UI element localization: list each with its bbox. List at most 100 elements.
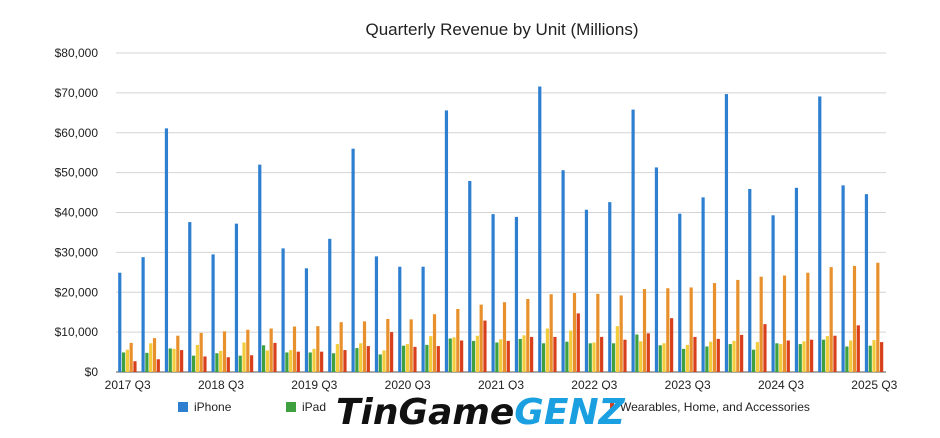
bar-services — [619, 295, 623, 372]
bar-mac — [825, 336, 829, 372]
bar-iphone — [258, 164, 262, 372]
bar-ipad — [775, 343, 779, 372]
bar-iphone — [374, 256, 379, 372]
x-tick-label: 2022 Q3 — [571, 378, 617, 392]
y-tick-label: $40,000 — [55, 206, 99, 220]
bar-wearables-home-and-accessories — [763, 324, 767, 372]
bar-iphone — [514, 216, 519, 372]
bar-iphone — [864, 194, 869, 372]
x-tick-label: 2020 Q3 — [385, 378, 431, 392]
bar-iphone — [841, 185, 845, 372]
bar-wearables-home-and-accessories — [740, 334, 744, 372]
bar-services — [689, 287, 693, 372]
bar-ipad — [285, 352, 289, 372]
bar-ipad — [215, 353, 219, 372]
bar-wearables-home-and-accessories — [670, 318, 674, 372]
bar-ipad — [331, 353, 336, 372]
bar-wearables-home-and-accessories — [250, 355, 254, 372]
bar-iphone — [538, 86, 542, 372]
bar-ipad — [518, 338, 522, 372]
bar-ipad — [308, 352, 312, 372]
bar-mac — [335, 344, 339, 372]
bar-services — [759, 276, 763, 372]
bar-services — [199, 332, 203, 372]
bar-iphone — [328, 238, 332, 372]
bar-services — [362, 321, 367, 372]
bar-services — [432, 314, 437, 372]
bar-iphone — [444, 110, 449, 373]
bar-wearables-home-and-accessories — [273, 342, 277, 372]
bar-services — [479, 304, 483, 372]
y-tick-label: $60,000 — [55, 126, 99, 140]
bar-ipad — [471, 340, 476, 372]
bar-wearables-home-and-accessories — [156, 359, 160, 372]
bar-wearables-home-and-accessories — [320, 351, 324, 372]
x-tick-label: 2023 Q3 — [665, 378, 711, 392]
bar-wearables-home-and-accessories — [646, 333, 650, 372]
bar-mac — [289, 350, 293, 372]
watermark-text-a: TinGame — [336, 392, 514, 433]
x-tick-label: 2025 Q3 — [851, 378, 897, 392]
bar-iphone — [631, 109, 635, 373]
bar-mac — [685, 344, 689, 372]
bar-mac — [125, 349, 129, 372]
bar-ipad — [588, 343, 592, 372]
bar-wearables-home-and-accessories — [810, 339, 814, 372]
x-axis-ticks: 2017 Q3 2018 Q3 2019 Q3 2020 Q3 2021 Q3 2022 … — [105, 378, 898, 392]
bar-iphone — [398, 266, 402, 372]
bar-services — [269, 328, 273, 372]
bar-ipad — [728, 344, 732, 372]
bar-iphone — [561, 170, 565, 372]
bar-iphone — [234, 223, 239, 372]
bar-services — [549, 294, 553, 372]
bar-iphone — [724, 94, 729, 372]
bar-mac — [662, 343, 666, 372]
bar-iphone — [701, 197, 705, 372]
bar-iphone — [491, 214, 495, 372]
bar-wearables-home-and-accessories — [390, 332, 394, 373]
bar-ipad — [565, 341, 569, 372]
bar-iphone — [468, 181, 472, 372]
bar-services — [502, 302, 507, 372]
bar-services — [596, 293, 600, 372]
x-tick-label: 2019 Q3 — [291, 378, 337, 392]
bar-ipad — [495, 342, 499, 372]
bar-wearables-home-and-accessories — [786, 340, 790, 372]
bar-wearables-home-and-accessories — [343, 350, 347, 372]
bar-wearables-home-and-accessories — [553, 336, 557, 372]
bar-wearables-home-and-accessories — [623, 339, 627, 372]
bar-iphone — [304, 268, 309, 372]
bar-ipad — [751, 349, 756, 372]
x-tick-label: 2024 Q3 — [758, 378, 804, 392]
bar-services — [829, 267, 833, 372]
bar-mac — [475, 335, 479, 372]
bar-services — [736, 279, 740, 372]
bar-mac — [312, 348, 316, 372]
bar-services — [782, 275, 787, 372]
bar-mac — [802, 341, 806, 372]
bar-wearables-home-and-accessories — [483, 320, 487, 372]
bar-iphone — [608, 202, 612, 372]
bar-mac — [755, 342, 759, 372]
bar-ipad — [191, 355, 196, 372]
bar-mac — [709, 341, 713, 372]
bar-wearables-home-and-accessories — [530, 336, 534, 372]
bar-iphone — [771, 215, 775, 372]
bar-mac — [849, 340, 853, 372]
bar-iphone — [748, 188, 752, 372]
bar-mac — [359, 343, 363, 372]
bar-wearables-home-and-accessories — [180, 350, 184, 372]
bar-iphone — [118, 272, 122, 372]
bar-ipad — [541, 343, 546, 372]
bar-mac — [149, 343, 153, 372]
bar-mac — [195, 344, 199, 372]
bar-services — [386, 318, 390, 372]
y-tick-label: $50,000 — [55, 166, 99, 180]
bar-mac — [592, 342, 596, 372]
bar-ipad — [635, 334, 639, 372]
bar-wearables-home-and-accessories — [506, 340, 510, 372]
x-tick-label: 2017 Q3 — [105, 378, 151, 392]
bar-ipad — [145, 352, 149, 372]
bar-wearables-home-and-accessories — [856, 325, 860, 372]
bar-services — [339, 322, 343, 372]
